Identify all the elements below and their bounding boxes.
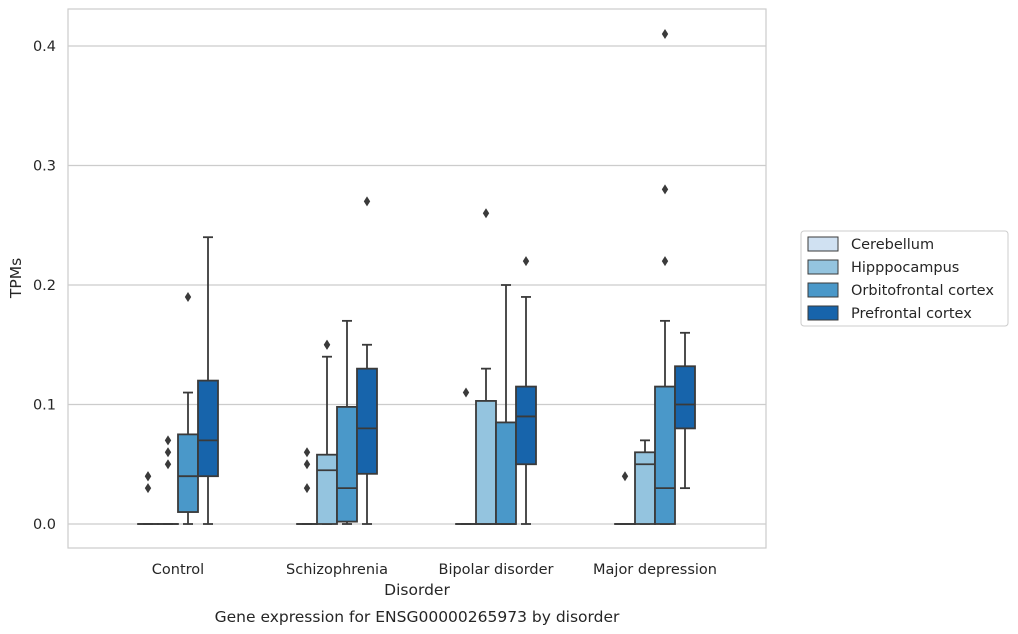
box-prefrontal-cortex bbox=[356, 196, 378, 525]
x-axis-ticks: Control Schizophrenia Bipolar disorder Majo… bbox=[152, 562, 717, 578]
outlier-point bbox=[184, 291, 192, 302]
legend-label: Hipppocampus bbox=[851, 260, 959, 276]
outlier-point bbox=[661, 256, 669, 267]
box-hipppocampus bbox=[475, 208, 497, 525]
box-orbitofrontal-cortex bbox=[336, 319, 358, 525]
outlier-point bbox=[661, 29, 669, 40]
box-body bbox=[515, 385, 537, 466]
legend-swatch bbox=[807, 236, 839, 252]
box-body bbox=[336, 405, 358, 523]
legend-label: Cerebellum bbox=[851, 237, 934, 253]
box-cerebellum bbox=[296, 447, 318, 525]
box-hipppocampus bbox=[634, 439, 656, 525]
outlier-point bbox=[482, 208, 490, 219]
y-tick-label: 0.3 bbox=[33, 159, 56, 175]
legend-swatch bbox=[807, 259, 839, 275]
box-orbitofrontal-cortex bbox=[495, 284, 517, 525]
y-axis-label: TPMs bbox=[7, 258, 25, 299]
box-body bbox=[356, 367, 378, 475]
outlier-point bbox=[323, 339, 331, 350]
box-orbitofrontal-cortex bbox=[177, 291, 199, 525]
legend-frame bbox=[800, 230, 1009, 327]
outlier-point bbox=[363, 196, 371, 207]
box-prefrontal-cortex bbox=[674, 331, 696, 490]
legend-label: Orbitofrontal cortex bbox=[851, 283, 994, 299]
outlier-point bbox=[144, 483, 152, 494]
legend-label: Prefrontal cortex bbox=[851, 306, 972, 322]
box-prefrontal-cortex bbox=[515, 256, 537, 525]
y-tick-label: 0.2 bbox=[33, 278, 56, 294]
outlier-point bbox=[303, 459, 311, 470]
box-body bbox=[634, 451, 656, 525]
boxes-layer bbox=[137, 29, 696, 525]
box-body bbox=[316, 453, 338, 525]
chart-caption: Gene expression for ENSG00000265973 by d… bbox=[215, 608, 620, 626]
box-hipppocampus bbox=[316, 339, 338, 525]
x-tick-label: Major depression bbox=[593, 562, 717, 578]
box-body bbox=[475, 400, 497, 525]
box-body bbox=[654, 385, 676, 525]
x-axis-label: Disorder bbox=[384, 581, 450, 599]
box-body bbox=[177, 433, 199, 513]
legend-swatch bbox=[807, 282, 839, 298]
box-body bbox=[197, 379, 219, 478]
x-tick-label: Bipolar disorder bbox=[439, 562, 554, 578]
outlier-point bbox=[522, 256, 530, 267]
outlier-point bbox=[621, 471, 629, 482]
y-tick-label: 0.0 bbox=[33, 517, 56, 533]
box-cerebellum bbox=[137, 471, 159, 525]
box-orbitofrontal-cortex bbox=[654, 29, 676, 525]
box-body bbox=[495, 421, 517, 525]
legend-swatch bbox=[807, 305, 839, 321]
y-tick-label: 0.4 bbox=[33, 39, 56, 55]
outlier-point bbox=[164, 447, 172, 458]
outlier-point bbox=[164, 435, 172, 446]
y-axis-ticks: 0.0 0.1 0.2 0.3 0.4 bbox=[33, 39, 56, 533]
outlier-point bbox=[462, 387, 470, 398]
plot-frame bbox=[67, 8, 767, 549]
outlier-point bbox=[303, 483, 311, 494]
x-tick-label: Schizophrenia bbox=[286, 562, 388, 578]
x-tick-label: Control bbox=[152, 562, 204, 578]
outlier-point bbox=[164, 459, 172, 470]
box-body bbox=[674, 365, 696, 430]
legend: Cerebellum Hipppocampus Orbitofrontal cort… bbox=[800, 230, 1009, 327]
outlier-point bbox=[144, 471, 152, 482]
outlier-point bbox=[661, 184, 669, 195]
box-hipppocampus bbox=[157, 435, 179, 525]
box-cerebellum bbox=[614, 471, 636, 525]
outlier-point bbox=[303, 447, 311, 458]
y-tick-label: 0.1 bbox=[33, 398, 56, 414]
box-prefrontal-cortex bbox=[197, 236, 219, 525]
box-cerebellum bbox=[455, 387, 477, 525]
